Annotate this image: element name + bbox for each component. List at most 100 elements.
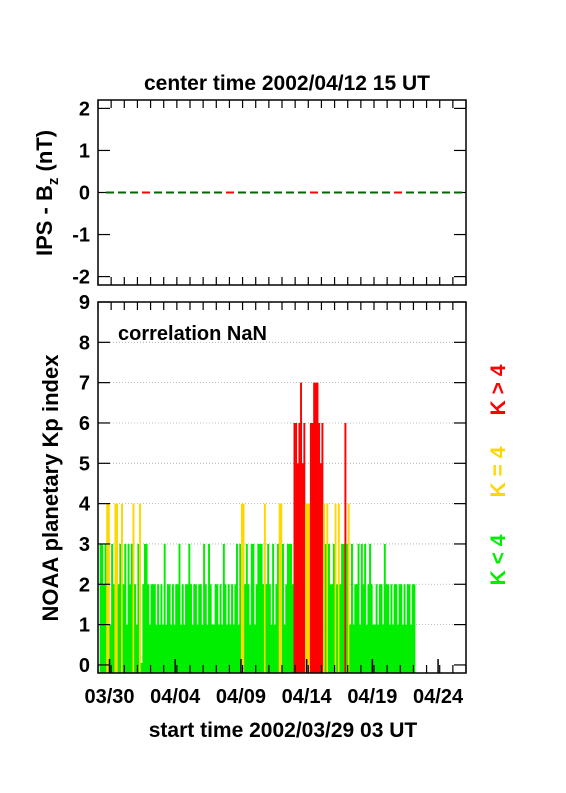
kp-bar bbox=[280, 503, 283, 673]
kp-bar bbox=[360, 543, 363, 673]
legend-k-equal: K = 4 bbox=[487, 446, 510, 497]
ips-ylabel-main: IPS - B bbox=[32, 185, 57, 256]
kp-y-tick-label: 2 bbox=[79, 574, 90, 596]
kp-bar bbox=[194, 584, 197, 673]
kp-bar bbox=[309, 422, 312, 673]
kp-bar bbox=[107, 503, 110, 673]
kp-bar bbox=[155, 624, 158, 673]
kp-bar bbox=[190, 584, 192, 673]
kp-bar bbox=[374, 624, 376, 673]
ips-y-axis-title: IPS - Bz (nT) bbox=[32, 130, 62, 256]
kp-bar bbox=[301, 463, 304, 673]
kp-y-tick-label: 4 bbox=[79, 494, 91, 516]
kp-bar bbox=[334, 503, 337, 673]
kp-bar bbox=[170, 624, 173, 673]
kp-bar bbox=[124, 543, 127, 673]
kp-bar bbox=[319, 463, 322, 673]
kp-y-tick-label: 6 bbox=[79, 413, 90, 435]
kp-bar bbox=[372, 624, 375, 673]
kp-bar bbox=[132, 503, 135, 673]
kp-bar bbox=[181, 584, 184, 673]
ips-y-tick-label: 1 bbox=[79, 140, 90, 162]
kp-bar bbox=[375, 584, 378, 673]
kp-bar bbox=[145, 543, 148, 673]
kp-bar bbox=[242, 503, 245, 673]
kp-bar bbox=[337, 503, 340, 673]
kp-bar bbox=[305, 503, 307, 673]
kp-bar bbox=[106, 503, 109, 673]
kp-bar bbox=[362, 584, 365, 673]
kp-bar bbox=[158, 624, 161, 673]
kp-bar bbox=[406, 584, 409, 673]
kp-bar bbox=[167, 584, 169, 673]
kp-bar bbox=[296, 463, 299, 673]
kp-bar bbox=[347, 503, 350, 673]
kp-bar bbox=[160, 584, 163, 673]
kp-legend: K > 4 K = 4 K < 4 bbox=[487, 364, 510, 585]
kp-bar bbox=[188, 543, 191, 673]
kp-bar bbox=[217, 624, 220, 673]
kp-bar bbox=[198, 584, 201, 673]
kp-bar bbox=[196, 624, 199, 673]
kp-bar bbox=[410, 624, 413, 673]
kp-bar bbox=[157, 584, 160, 673]
kp-x-tick-label: 04/04 bbox=[150, 686, 201, 708]
kp-bar bbox=[134, 584, 137, 673]
kp-bar bbox=[346, 543, 349, 673]
kp-bar bbox=[185, 584, 188, 673]
kp-bar bbox=[405, 624, 408, 673]
kp-bar bbox=[180, 624, 183, 673]
kp-bar bbox=[377, 624, 380, 673]
kp-bar bbox=[395, 584, 398, 673]
kp-bar bbox=[354, 584, 357, 673]
kp-bar bbox=[254, 624, 257, 673]
kp-bar bbox=[99, 543, 102, 673]
kp-bar bbox=[332, 543, 335, 673]
kp-bar bbox=[221, 624, 224, 673]
kp-bar bbox=[293, 422, 296, 673]
kp-bar bbox=[336, 584, 339, 673]
kp-y-tick-label: 7 bbox=[79, 373, 90, 395]
kp-bar bbox=[352, 624, 355, 673]
kp-bar bbox=[127, 543, 130, 673]
kp-y-tick-label: 9 bbox=[79, 292, 90, 314]
kp-bar bbox=[165, 624, 168, 673]
kp-bar bbox=[329, 584, 332, 673]
kp-bar bbox=[262, 584, 265, 673]
kp-bar bbox=[176, 584, 179, 673]
kp-bar bbox=[260, 543, 263, 673]
kp-bar bbox=[413, 584, 416, 673]
kp-bar bbox=[403, 584, 406, 673]
kp-bar bbox=[249, 624, 252, 673]
kp-y-tick-label: 8 bbox=[79, 332, 90, 354]
kp-bar bbox=[257, 543, 260, 673]
kp-bar bbox=[401, 624, 404, 673]
kp-bar bbox=[365, 624, 368, 673]
kp-bar bbox=[204, 584, 207, 673]
kp-bar bbox=[112, 584, 115, 673]
kp-bar bbox=[390, 584, 393, 673]
kp-bar bbox=[378, 584, 381, 673]
kp-bar bbox=[211, 624, 214, 673]
ips-ylabel-sub: z bbox=[45, 178, 62, 186]
kp-bar bbox=[109, 624, 112, 673]
kp-bar bbox=[117, 584, 120, 673]
kp-bar bbox=[236, 543, 238, 673]
kp-bar bbox=[129, 584, 132, 673]
kp-y-ticks: 9 8 7 6 5 4 3 2 1 0 bbox=[79, 292, 466, 677]
kp-bar bbox=[339, 584, 342, 673]
kp-bar bbox=[342, 543, 345, 673]
kp-bar bbox=[278, 503, 281, 673]
kp-bar bbox=[349, 624, 352, 673]
kp-x-ticks: 03/30 04/04 04/09 04/14 04/19 04/24 bbox=[84, 302, 467, 708]
kp-bar bbox=[142, 584, 145, 673]
bottom-title: start time 2002/03/29 03 UT bbox=[149, 719, 418, 742]
legend-k-high: K > 4 bbox=[487, 364, 510, 415]
kp-bar bbox=[122, 584, 125, 673]
kp-bar bbox=[234, 584, 237, 673]
correlation-label: correlation NaN bbox=[118, 323, 267, 345]
kp-bar bbox=[201, 624, 204, 673]
kp-bar bbox=[364, 543, 367, 673]
kp-bar bbox=[369, 543, 372, 673]
